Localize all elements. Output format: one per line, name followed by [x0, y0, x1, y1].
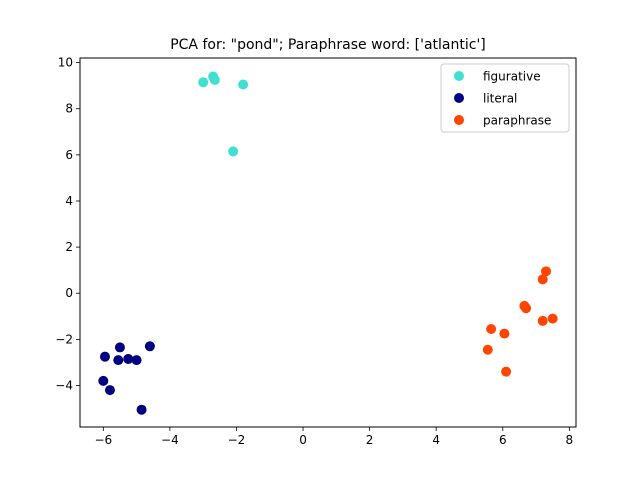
- literal-point: [104, 385, 115, 396]
- legend-marker-figurative: [454, 71, 464, 81]
- data-points: [98, 71, 558, 415]
- y-tick-label: 0: [65, 286, 73, 300]
- figurative-point: [198, 77, 209, 88]
- literal-point: [136, 404, 147, 415]
- x-tick-label: 8: [566, 433, 574, 447]
- paraphrase-point: [499, 328, 510, 339]
- paraphrase-point: [482, 344, 493, 355]
- x-tick-label: −6: [94, 433, 112, 447]
- figurative-point: [238, 79, 249, 90]
- paraphrase-point: [521, 303, 532, 314]
- y-tick-label: −2: [55, 332, 73, 346]
- x-tick-label: −4: [161, 433, 179, 447]
- x-tick-label: 4: [432, 433, 440, 447]
- axis-ticks: −6 −4 −2 0 2 4 6 8 −4 −2 0 2 4 6 8 10: [55, 56, 573, 447]
- legend: figurative literal paraphrase: [440, 63, 570, 133]
- figurative-point: [209, 74, 220, 85]
- paraphrase-point: [537, 274, 548, 285]
- chart-title: PCA for: "pond"; Paraphrase word: ['atla…: [170, 37, 486, 53]
- paraphrase-point: [547, 313, 558, 324]
- literal-point: [131, 355, 142, 366]
- legend-marker-literal: [454, 93, 464, 103]
- legend-box: [440, 63, 570, 133]
- x-tick-label: 2: [366, 433, 374, 447]
- legend-marker-paraphrase: [454, 115, 464, 125]
- y-tick-label: 2: [65, 240, 73, 254]
- x-tick-label: 0: [299, 433, 307, 447]
- y-tick-label: 6: [65, 148, 73, 162]
- paraphrase-point: [537, 315, 548, 326]
- legend-label-literal: literal: [483, 92, 517, 106]
- literal-point: [114, 342, 125, 353]
- legend-label-paraphrase: paraphrase: [483, 114, 551, 128]
- paraphrase-point: [501, 366, 512, 377]
- figurative-point: [228, 146, 239, 157]
- paraphrase-point: [541, 266, 552, 277]
- literal-point: [113, 355, 124, 366]
- plot-frame: [79, 57, 577, 428]
- x-tick-label: −2: [228, 433, 246, 447]
- literal-point: [123, 353, 134, 364]
- y-tick-label: 10: [58, 56, 73, 70]
- y-tick-label: 8: [65, 102, 73, 116]
- legend-label-figurative: figurative: [483, 70, 541, 84]
- paraphrase-point: [486, 323, 497, 334]
- y-tick-label: 4: [65, 194, 73, 208]
- x-tick-label: 6: [499, 433, 507, 447]
- y-tick-label: −4: [55, 378, 73, 392]
- literal-point: [99, 351, 110, 362]
- literal-point: [144, 341, 155, 352]
- literal-point: [98, 375, 109, 386]
